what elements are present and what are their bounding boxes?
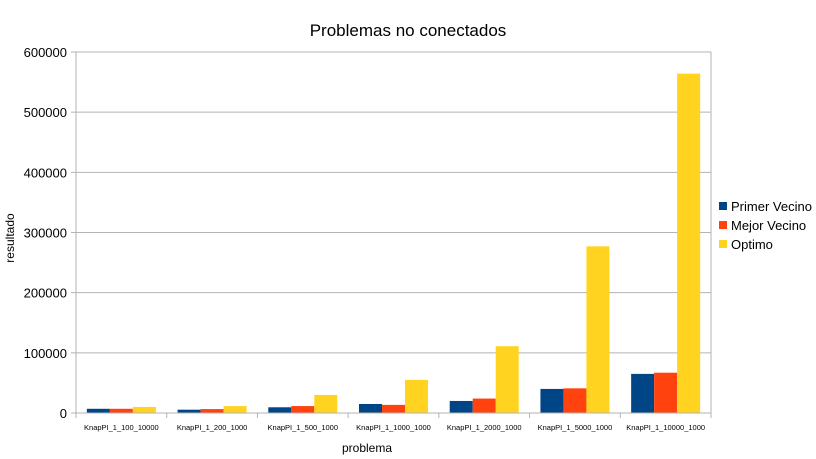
bar-primer-vecino bbox=[449, 400, 473, 413]
y-tick-label: 500000 bbox=[24, 105, 67, 120]
legend-label: Mejor Vecino bbox=[731, 218, 806, 233]
bar-mejor-vecino bbox=[654, 372, 678, 413]
bar-primer-vecino bbox=[631, 373, 655, 413]
bar-optimo bbox=[677, 73, 701, 413]
y-tick-label: 200000 bbox=[24, 286, 67, 301]
bar-optimo bbox=[132, 406, 156, 413]
y-tick-label: 600000 bbox=[24, 45, 67, 60]
bar-primer-vecino bbox=[177, 409, 201, 413]
x-tick-label: KnapPI_1_200_1000 bbox=[177, 423, 248, 432]
bar-optimo bbox=[586, 246, 610, 413]
x-tick-label: KnapPI_1_100_10000 bbox=[84, 423, 159, 432]
bar-mejor-vecino bbox=[472, 398, 496, 413]
bar-primer-vecino bbox=[268, 407, 292, 413]
grid-lines bbox=[75, 51, 712, 414]
legend-swatch bbox=[719, 240, 727, 248]
bar-primer-vecino bbox=[86, 408, 110, 413]
bar-mejor-vecino bbox=[109, 408, 133, 413]
legend-label: Primer Vecino bbox=[731, 199, 812, 214]
bar-optimo bbox=[405, 379, 428, 413]
bar-primer-vecino bbox=[540, 388, 564, 413]
legend: Primer Vecino Mejor Vecino Optimo bbox=[719, 199, 812, 252]
bar-mejor-vecino bbox=[563, 388, 587, 413]
x-tick-label: KnapPI_1_10000_1000 bbox=[626, 423, 705, 432]
bar-primer-vecino bbox=[359, 403, 382, 413]
bar-mejor-vecino bbox=[291, 406, 315, 413]
y-tick-label: 0 bbox=[60, 406, 67, 421]
bar-optimo bbox=[314, 394, 338, 413]
y-tick-label: 300000 bbox=[24, 226, 67, 241]
chart-title: Problemas no conectados bbox=[310, 21, 507, 40]
x-tick-label: KnapPI_1_1000_1000 bbox=[356, 423, 431, 432]
legend-swatch bbox=[719, 202, 727, 210]
x-tick-label: KnapPI_1_500_1000 bbox=[268, 423, 339, 432]
y-tick-label: 400000 bbox=[24, 165, 67, 180]
bar-mejor-vecino bbox=[200, 409, 224, 413]
bars bbox=[86, 73, 701, 413]
y-tick-label: 100000 bbox=[24, 346, 67, 361]
legend-label: Optimo bbox=[731, 237, 773, 252]
y-axis-ticks: 0 100000 200000 300000 400000 500000 600000 bbox=[24, 45, 76, 421]
x-tick-label: KnapPI_1_5000_1000 bbox=[538, 423, 613, 432]
y-axis-label: resultado bbox=[3, 213, 17, 263]
x-axis: KnapPI_1_100_10000 KnapPI_1_200_1000 KnapP… bbox=[75, 412, 712, 432]
bar-optimo bbox=[223, 406, 247, 413]
bar-optimo bbox=[495, 346, 519, 413]
x-tick-label: KnapPI_1_2000_1000 bbox=[447, 423, 522, 432]
x-axis-label: problema bbox=[342, 441, 392, 455]
bar-mejor-vecino bbox=[382, 404, 405, 413]
legend-swatch bbox=[719, 221, 727, 229]
